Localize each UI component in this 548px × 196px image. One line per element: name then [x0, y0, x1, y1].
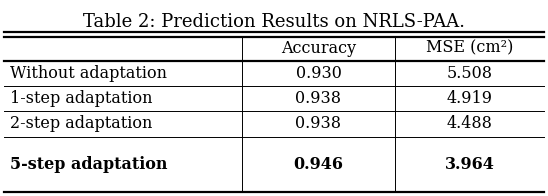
Text: 1-step adaptation: 1-step adaptation — [10, 90, 152, 107]
Text: 0.930: 0.930 — [295, 65, 341, 82]
Text: 0.938: 0.938 — [295, 115, 341, 132]
Text: Without adaptation: Without adaptation — [10, 65, 167, 82]
Text: 3.964: 3.964 — [444, 156, 494, 173]
Text: Table 2: Prediction Results on NRLS-PAA.: Table 2: Prediction Results on NRLS-PAA. — [83, 13, 465, 31]
Text: 0.946: 0.946 — [294, 156, 344, 173]
Text: Accuracy: Accuracy — [281, 40, 356, 56]
Text: 5.508: 5.508 — [447, 65, 493, 82]
Text: MSE (cm²): MSE (cm²) — [426, 40, 513, 56]
Text: 5-step adaptation: 5-step adaptation — [10, 156, 168, 173]
Text: 4.488: 4.488 — [447, 115, 493, 132]
Text: 2-step adaptation: 2-step adaptation — [10, 115, 152, 132]
Text: 4.919: 4.919 — [447, 90, 493, 107]
Text: 0.938: 0.938 — [295, 90, 341, 107]
